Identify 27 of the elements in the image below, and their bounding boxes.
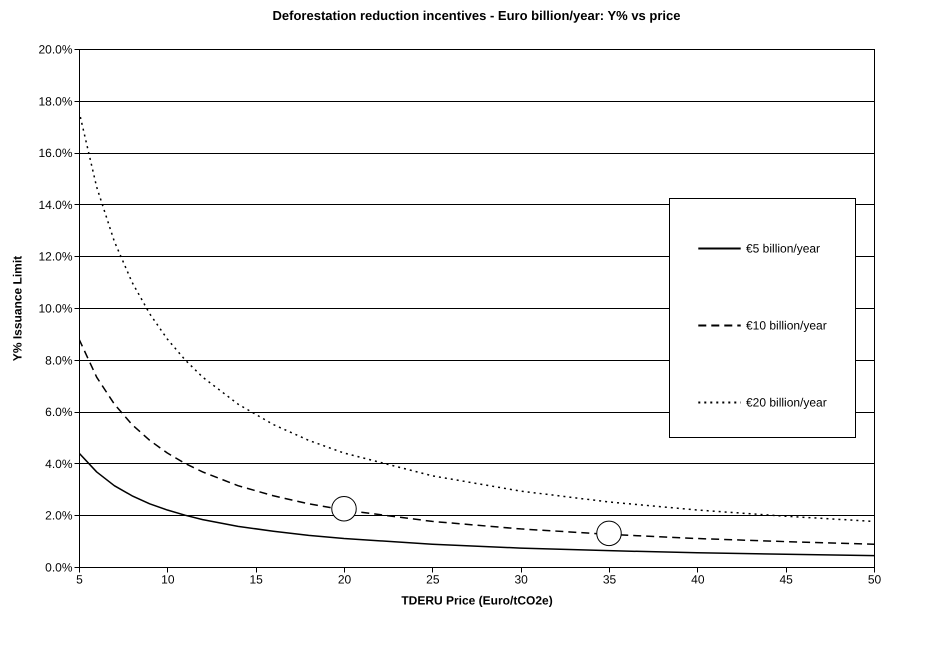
y-tick-label: 18.0% [38,94,73,108]
y-tick-label: 0.0% [45,560,73,574]
x-tick-label: 30 [514,572,528,586]
x-tick-label: 40 [691,572,705,586]
y-tick-label: 2.0% [45,508,73,523]
x-tick-label: 15 [249,572,264,586]
x-axis-title: TDERU Price (Euro/tCO2e) [401,594,553,608]
legend-label: €20 billion/year [746,396,827,410]
y-tick-label: 16.0% [38,146,73,160]
chart-title: Deforestation reduction incentives - Euro billion/year: Y% vs price [272,8,680,23]
x-tick-label: 50 [868,572,882,586]
x-tick-label: 10 [161,572,175,586]
y-tick-label: 8.0% [45,353,73,368]
x-tick-label: 45 [779,572,794,586]
y-tick-label: 20.0% [38,42,73,56]
legend-label: €10 billion/year [746,318,827,332]
y-tick-label: 14.0% [38,198,73,212]
y-tick-label: 6.0% [45,405,73,420]
y-tick-label: 12.0% [38,250,73,264]
y-axis-title: Y% Issuance Limit [10,256,24,362]
y-tick-label: 10.0% [38,302,73,316]
x-tick-label: 25 [426,572,440,586]
y-tick-label: 4.0% [45,456,73,471]
legend-label: €5 billion/year [746,242,820,256]
x-tick-label: 5 [76,572,84,586]
x-tick-label: 35 [602,572,616,586]
x-tick-label: 20 [338,572,352,586]
